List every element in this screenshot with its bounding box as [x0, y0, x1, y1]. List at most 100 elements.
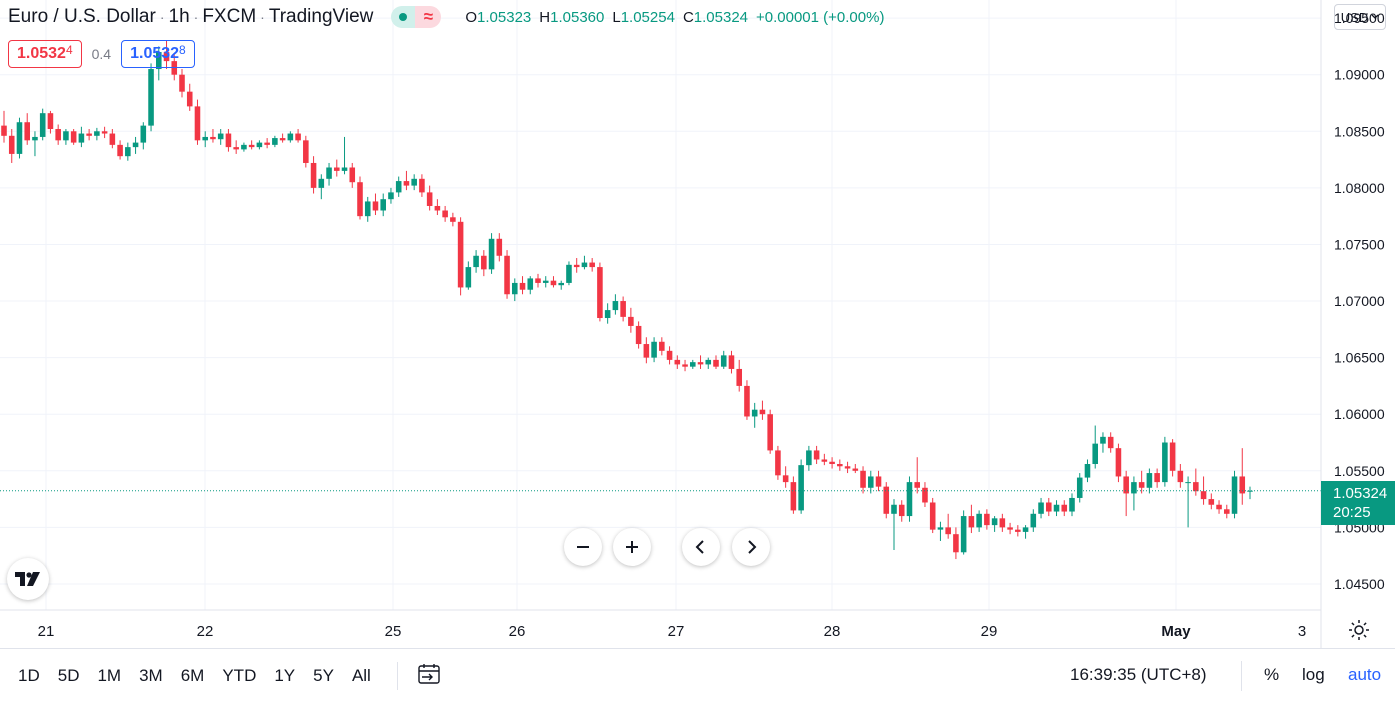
candle-body: [388, 192, 394, 200]
exchange: FXCM: [202, 6, 257, 27]
candle-body: [929, 502, 936, 530]
range-1m[interactable]: 1M: [97, 666, 122, 685]
range-5y[interactable]: 5Y: [313, 666, 334, 685]
zoom-in-button[interactable]: [613, 528, 651, 566]
candle-body: [906, 482, 913, 517]
candle-body: [1247, 490, 1253, 492]
candle-body: [945, 527, 951, 535]
scroll-right-button[interactable]: [732, 528, 770, 566]
candle-body: [566, 264, 572, 283]
candle-body: [504, 255, 510, 295]
bar-countdown: 20:25: [1333, 504, 1371, 521]
candle-body: [527, 278, 534, 290]
candle-body: [1, 125, 7, 136]
currency-selector[interactable]: USD: [1334, 4, 1386, 30]
candle-body: [968, 516, 975, 528]
range-6m[interactable]: 6M: [180, 666, 205, 685]
candle-body: [573, 264, 580, 268]
range-1y[interactable]: 1Y: [274, 666, 296, 685]
candle-body: [860, 470, 866, 488]
candle-body: [310, 162, 317, 188]
price-tick-label: 1.07000: [1334, 293, 1385, 309]
candle-body: [16, 122, 23, 154]
candle-body: [380, 199, 387, 211]
range-3m[interactable]: 3M: [139, 666, 163, 685]
symbol-name[interactable]: Euro / U.S. Dollar: [8, 6, 156, 27]
candle-body: [875, 476, 882, 487]
candle-body: [589, 262, 595, 268]
log-scale-toggle[interactable]: log: [1302, 665, 1325, 684]
candle-body: [883, 486, 890, 514]
candle-body: [1092, 443, 1099, 465]
candle-body: [481, 255, 487, 270]
candle-body: [519, 282, 526, 290]
candle-body: [1169, 442, 1176, 471]
candle-body: [852, 468, 859, 471]
interval[interactable]: 1h: [168, 6, 190, 27]
candle-body: [1115, 448, 1122, 477]
candle-body: [426, 192, 433, 206]
candle-body: [612, 301, 619, 311]
candle-body: [148, 69, 154, 126]
range-ytd[interactable]: YTD: [222, 666, 257, 685]
candle-body: [1045, 502, 1052, 512]
candle-body: [47, 113, 54, 130]
candle-body: [109, 133, 116, 145]
candle-body: [628, 316, 634, 326]
candle-body: [125, 147, 131, 157]
candle-body: [256, 142, 263, 148]
tradingview-logo[interactable]: [7, 558, 49, 600]
candle-body: [604, 310, 611, 319]
candle-body: [225, 133, 232, 148]
percent-scale-toggle[interactable]: %: [1264, 665, 1280, 684]
market-open-icon[interactable]: [391, 6, 416, 28]
candle-body: [728, 355, 735, 369]
candle-body: [473, 255, 479, 268]
candle-body: [94, 131, 100, 136]
chevron-right-icon: [748, 540, 757, 554]
candle-body: [1223, 509, 1230, 514]
scroll-left-button[interactable]: [682, 528, 720, 566]
candle-body: [689, 362, 696, 367]
auto-scale-toggle[interactable]: auto: [1348, 665, 1382, 684]
time-axis[interactable]: 21 22 25 26 27 28 29 May 3: [38, 623, 1307, 640]
candle-body: [357, 182, 363, 217]
zoom-out-button[interactable]: [564, 528, 602, 566]
data-source: TradingView: [268, 6, 374, 27]
goto-date-button[interactable]: [416, 663, 442, 690]
range-1d[interactable]: 1D: [18, 666, 40, 685]
candle-body: [241, 144, 247, 150]
candle-body: [318, 178, 325, 188]
candle-body: [635, 325, 642, 345]
candle-body: [272, 138, 278, 145]
candle-body: [953, 534, 959, 553]
candle-body: [1193, 482, 1199, 492]
price-tick-label: 1.05500: [1334, 463, 1385, 479]
candle-body: [550, 280, 557, 286]
candle-body: [372, 201, 379, 211]
candle-body: [1069, 497, 1075, 512]
price-tick-label: 1.06000: [1334, 406, 1385, 422]
candle-body: [1146, 473, 1153, 488]
candle-body: [798, 465, 804, 511]
range-5d[interactable]: 5D: [57, 666, 80, 685]
data-delay-icon[interactable]: ≈: [415, 6, 442, 28]
chart-settings-button[interactable]: [1346, 617, 1372, 643]
candle-body: [279, 138, 286, 141]
market-status[interactable]: ≈: [391, 6, 442, 28]
range-all[interactable]: All: [351, 666, 371, 685]
chart-grid: [0, 0, 1321, 610]
candle-body: [117, 144, 123, 157]
high-value: 1.05360: [550, 8, 605, 26]
candle-body: [86, 133, 92, 136]
candle-body: [813, 450, 820, 460]
candle-body: [1154, 473, 1160, 483]
clock-timezone[interactable]: 16:39:35 (UTC+8): [1070, 665, 1207, 684]
last-price-value: 1.05324: [1333, 485, 1388, 502]
buy-button[interactable]: 1.0532 8: [121, 40, 195, 68]
candles: [1, 40, 1253, 560]
change-value: +0.00001 (+0.00%): [756, 8, 885, 26]
sell-button[interactable]: 1.0532 4: [8, 40, 82, 68]
candle-body: [1231, 476, 1238, 514]
candle-body: [333, 167, 340, 171]
